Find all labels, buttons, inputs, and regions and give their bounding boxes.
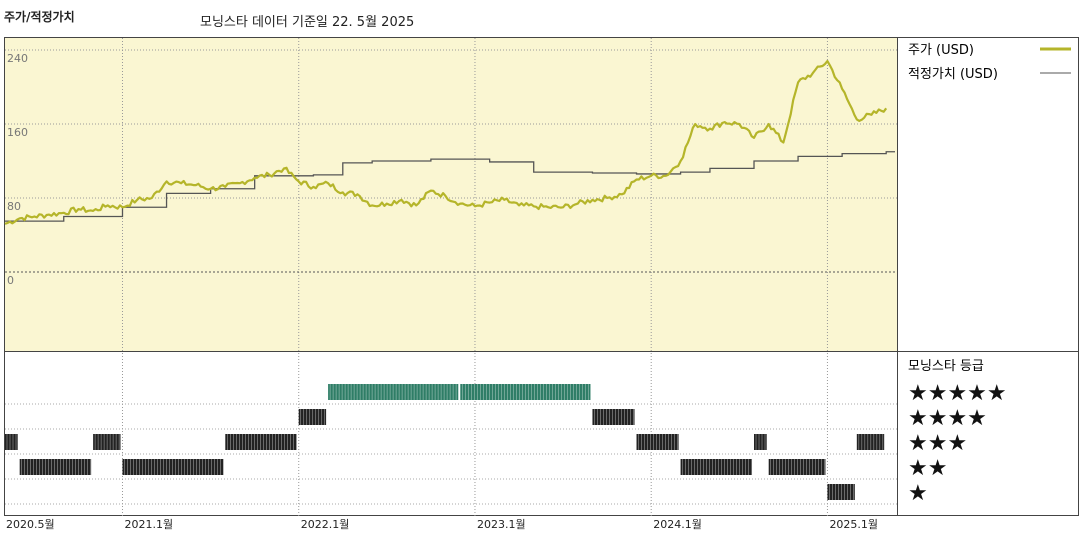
rating-bar-fill xyxy=(768,459,826,475)
y-tick-label: 240 xyxy=(7,52,28,65)
rating-bar xyxy=(328,384,459,400)
x-tick-label: 2023.1월 xyxy=(477,518,526,531)
legend-fair-value-label: 적정가치 (USD) xyxy=(908,67,998,82)
rating-bar xyxy=(636,434,679,450)
x-tick-label: 2024.1월 xyxy=(653,518,702,531)
rating-bar xyxy=(680,459,753,475)
rating-star-label: ★★ xyxy=(908,456,947,481)
rating-bar xyxy=(754,434,767,450)
rating-bar xyxy=(93,434,121,450)
rating-star-labels: ★★★★★★★★★★★★★★★ xyxy=(908,381,1007,506)
rating-bar-fill xyxy=(19,459,92,475)
rating-bar xyxy=(19,459,92,475)
rating-bar-fill xyxy=(93,434,121,450)
fair-value-line xyxy=(5,151,895,222)
rating-star-label: ★★★★★ xyxy=(908,381,1007,406)
x-axis-ticks: 2020.5월 2021.1월 2022.1월 2023.1월 2024.1월 2025.… xyxy=(6,518,878,531)
y-tick-label: 80 xyxy=(7,200,21,213)
rating-bar-fill xyxy=(827,484,855,500)
x-tick-label: 2022.1월 xyxy=(301,518,350,531)
rating-bar xyxy=(225,434,297,450)
grid-lines xyxy=(5,38,897,516)
rating-bar-fill xyxy=(636,434,679,450)
rating-bar xyxy=(768,459,826,475)
data-date-subtitle: 모닝스타 데이터 기준일 22. 5월 2025 xyxy=(200,15,415,30)
rating-bar xyxy=(298,409,327,425)
rating-bars xyxy=(5,384,885,500)
chart-frame xyxy=(4,37,1079,516)
rating-bar-fill xyxy=(298,409,327,425)
rating-bar xyxy=(856,434,885,450)
rating-bar-fill xyxy=(754,434,767,450)
rating-star-label: ★★★★ xyxy=(908,406,987,431)
chart-title: 주가/적정가치 xyxy=(4,10,75,24)
rating-star-label: ★ xyxy=(908,481,928,506)
x-tick-label: 2020.5월 xyxy=(6,518,55,531)
rating-bar xyxy=(592,409,635,425)
rating-bar xyxy=(460,384,591,400)
rating-legend-title: 모닝스타 등급 xyxy=(908,359,984,374)
rating-bar-fill xyxy=(122,459,224,475)
rating-bar-fill xyxy=(680,459,753,475)
price-plot-background xyxy=(5,38,897,351)
rating-plot-background xyxy=(5,352,897,516)
x-tick-label: 2021.1월 xyxy=(124,518,173,531)
y-tick-label: 0 xyxy=(7,274,14,287)
legend-price-label: 주가 (USD) xyxy=(908,43,974,58)
rating-star-label: ★★★ xyxy=(908,431,967,456)
rating-bar-fill xyxy=(5,434,18,450)
x-tick-label: 2025.1월 xyxy=(829,518,878,531)
y-tick-label: 160 xyxy=(7,126,28,139)
rating-bar-fill xyxy=(592,409,635,425)
rating-bar xyxy=(5,434,18,450)
rating-bar xyxy=(122,459,224,475)
y-axis-ticks: 240 160 80 0 xyxy=(7,52,28,287)
price-line xyxy=(4,60,888,225)
rating-bar xyxy=(827,484,855,500)
rating-bar-fill xyxy=(856,434,885,450)
series-layer xyxy=(4,60,895,225)
rating-bar-fill xyxy=(225,434,297,450)
